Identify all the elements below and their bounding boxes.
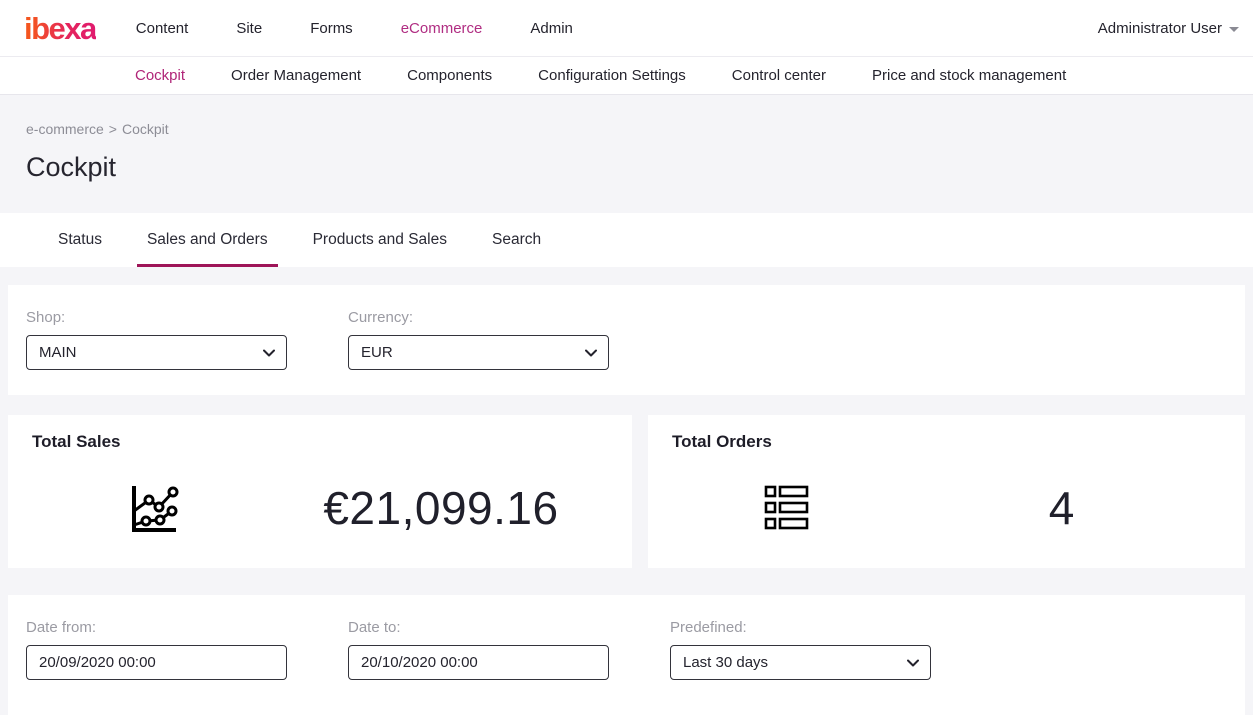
predefined-field: Predefined: Last 30 days [670,619,931,680]
breadcrumb-ecommerce[interactable]: e-commerce [26,121,104,137]
line-chart-icon [131,486,179,532]
predefined-range-select[interactable]: Last 30 days [670,645,931,680]
tab-sales-and-orders[interactable]: Sales and Orders [136,213,278,267]
breadcrumb-current: Cockpit [121,121,169,137]
total-orders-card: Total Orders 4 [648,415,1245,568]
date-to-label: Date to: [348,619,401,636]
menu-item-site[interactable]: Site [236,19,263,37]
date-from-field: Date from: [26,619,287,680]
total-orders-value: 4 [1048,482,1075,534]
menu-item-ecommerce[interactable]: eCommerce [400,19,483,37]
ibexa-logo[interactable]: ibexa [24,10,97,46]
currency-field: Currency: EUR [348,309,609,370]
chevron-down-icon [1229,26,1239,32]
stats-cards-row: Total Sales €21,099.16 Tot [8,415,1245,568]
currency-select[interactable]: EUR [348,335,609,370]
ecommerce-sub-navigation: Cockpit Order Management Components Conf… [0,57,1253,95]
total-sales-card: Total Sales €21,099.16 [8,415,632,568]
predefined-label: Predefined: [670,619,747,636]
subnav-item-cockpit[interactable]: Cockpit [135,67,186,84]
page-title: Cockpit [26,152,117,182]
page-header: e-commerce > Cockpit Cockpit [0,95,1253,183]
user-menu-label: Administrator User [1097,19,1222,37]
date-from-label: Date from: [26,619,97,636]
shop-currency-filter-panel: Shop: MAIN Currency: EUR [8,285,1245,395]
subnav-item-control-center[interactable]: Control center [731,67,826,84]
list-icon [764,485,809,530]
total-sales-title: Total Sales [32,432,121,451]
main-menu: Content Site Forms eCommerce Admin [136,20,573,37]
breadcrumb: e-commerce > Cockpit [26,121,1253,137]
tab-search[interactable]: Search [492,231,542,248]
total-orders-title: Total Orders [672,432,772,451]
user-menu[interactable]: Administrator User [1098,20,1239,37]
shop-select[interactable]: MAIN [26,335,287,370]
top-navigation-bar: ibexa Content Site Forms eCommerce Admin… [0,0,1253,57]
breadcrumb-separator: > [108,121,117,137]
date-filter-panel: Date from: Date to: Predefined: Last 30 … [8,595,1245,715]
menu-item-content[interactable]: Content [135,19,189,37]
currency-label: Currency: [348,309,414,326]
total-sales-value: €21,099.16 [323,482,559,534]
shop-label: Shop: [26,309,66,326]
tab-status[interactable]: Status [58,231,102,248]
date-from-input[interactable] [26,645,287,680]
cockpit-tabs: Status Sales and Orders Products and Sal… [0,213,1253,267]
date-to-field: Date to: [348,619,609,680]
menu-item-forms[interactable]: Forms [310,19,353,37]
subnav-item-price-stock-management[interactable]: Price and stock management [871,67,1067,84]
subnav-item-configuration-settings[interactable]: Configuration Settings [538,67,686,84]
tab-products-and-sales[interactable]: Products and Sales [312,231,447,248]
shop-field: Shop: MAIN [26,309,287,370]
subnav-item-order-management[interactable]: Order Management [231,67,362,84]
date-to-input[interactable] [348,645,609,680]
menu-item-admin[interactable]: Admin [530,19,573,37]
subnav-item-components[interactable]: Components [407,67,493,84]
